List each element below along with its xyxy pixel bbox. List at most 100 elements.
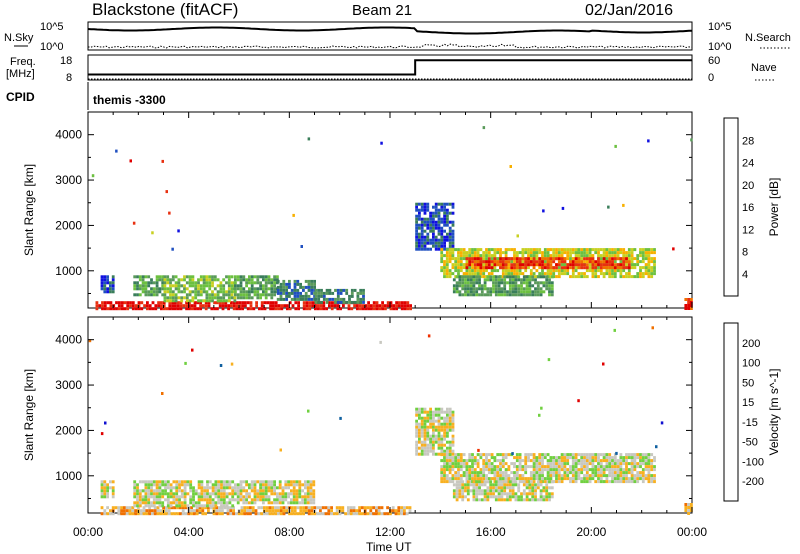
- data-cell: [448, 254, 452, 258]
- data-cell: [155, 275, 159, 279]
- data-cell: [504, 462, 508, 466]
- data-cell: [440, 205, 444, 209]
- data-cell: [580, 254, 584, 258]
- data-cell: [566, 471, 570, 475]
- data-cell: [282, 282, 286, 286]
- data-cell: [641, 480, 645, 484]
- data-cell: [302, 512, 305, 516]
- data-cell: [222, 287, 226, 291]
- data-cell: [222, 489, 226, 493]
- data-cell: [273, 293, 276, 297]
- data-cell: [155, 495, 159, 499]
- data-cell: [485, 456, 488, 460]
- data-cell: [270, 480, 274, 484]
- data-cell: [202, 278, 206, 282]
- data-cell: [580, 272, 584, 276]
- data-cell: [117, 506, 121, 510]
- data-cell: [304, 486, 307, 490]
- data-cell: [653, 465, 656, 469]
- data-cell: [325, 288, 329, 292]
- data-cell: [461, 281, 465, 285]
- data-cell: [511, 290, 515, 294]
- data-cell: [159, 512, 163, 516]
- data-cell: [186, 504, 190, 508]
- y-tick-label: 1000: [55, 469, 82, 483]
- data-cell: [622, 263, 626, 267]
- data-cell: [521, 266, 525, 270]
- data-cell: [577, 266, 581, 270]
- data-cell: [432, 410, 435, 414]
- data-cell: [287, 495, 290, 499]
- data-cell: [131, 301, 135, 305]
- data-cell: [527, 453, 530, 457]
- data-cell: [264, 483, 268, 487]
- data-cell: [232, 512, 235, 516]
- data-cell: [532, 456, 536, 460]
- data-cell: [292, 495, 296, 499]
- data-cell: [188, 301, 191, 305]
- data-cell: [208, 501, 212, 505]
- data-cell: [278, 498, 282, 502]
- data-cell: [180, 284, 184, 288]
- data-cell: [569, 465, 572, 469]
- data-cell: [429, 238, 432, 242]
- data-cell: [153, 509, 157, 513]
- data-cell: [199, 299, 203, 303]
- data-cell: [195, 506, 199, 510]
- data-cell: [264, 290, 268, 294]
- data-cell: [310, 512, 314, 516]
- data-cell: [462, 465, 466, 469]
- data-cell: [347, 509, 350, 513]
- data-cell: [160, 307, 163, 311]
- data-cell: [515, 266, 519, 270]
- data-cell: [158, 278, 162, 282]
- data-cell: [622, 462, 626, 466]
- data-cell: [451, 440, 455, 444]
- data-cell: [485, 465, 488, 469]
- data-cell: [111, 275, 115, 279]
- data-cell: [423, 425, 427, 429]
- data-cell: [276, 297, 280, 301]
- data-cell: [255, 304, 258, 308]
- data-cell: [563, 263, 567, 267]
- data-cell: [167, 509, 171, 513]
- data-cell: [437, 208, 441, 212]
- data-cell: [267, 495, 271, 499]
- data-cell: [448, 477, 452, 481]
- data-cell: [633, 275, 637, 279]
- data-cell: [476, 459, 480, 463]
- data-cell: [426, 220, 430, 224]
- data-cell: [103, 304, 107, 308]
- data-cell: [445, 459, 449, 463]
- data-cell: [539, 290, 543, 294]
- scatter-point: [651, 326, 654, 330]
- data-cell: [448, 251, 452, 255]
- data-cell: [348, 300, 351, 304]
- data-cell: [583, 456, 586, 460]
- data-cell: [545, 483, 549, 487]
- data-cell: [469, 483, 473, 487]
- data-cell: [432, 443, 435, 447]
- data-cell: [566, 477, 570, 481]
- data-cell: [150, 492, 153, 496]
- data-cell: [429, 443, 432, 447]
- data-cell: [511, 287, 515, 291]
- data-cell: [538, 257, 542, 261]
- data-cell: [384, 307, 387, 311]
- data-cell: [504, 248, 508, 252]
- data-cell: [517, 489, 521, 493]
- data-cell: [432, 205, 435, 209]
- data-cell: [330, 301, 334, 305]
- data-cell: [605, 266, 609, 270]
- data-cell: [101, 307, 104, 311]
- data-cell: [252, 307, 256, 311]
- data-cell: [633, 248, 637, 252]
- data-cell: [492, 486, 495, 490]
- data-cell: [341, 506, 345, 510]
- data-cell: [220, 495, 223, 499]
- data-cell: [162, 307, 166, 311]
- data-cell: [432, 238, 435, 242]
- data-cell: [156, 506, 160, 510]
- data-cell: [224, 301, 228, 305]
- data-cell: [479, 266, 483, 270]
